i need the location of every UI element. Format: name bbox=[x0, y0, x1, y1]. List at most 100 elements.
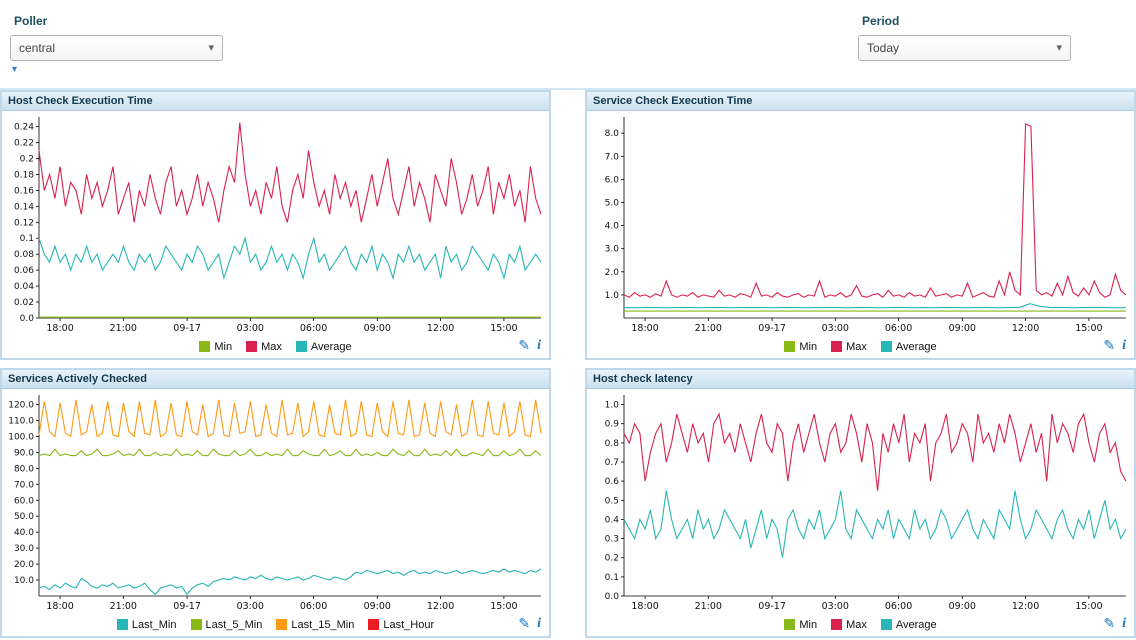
svg-text:0.22: 0.22 bbox=[14, 139, 34, 149]
legend-label: Max bbox=[846, 618, 867, 631]
svg-text:1.0: 1.0 bbox=[605, 291, 620, 301]
svg-text:60.0: 60.0 bbox=[14, 496, 34, 506]
svg-text:0.16: 0.16 bbox=[14, 186, 34, 196]
svg-text:09:00: 09:00 bbox=[949, 323, 976, 334]
collapse-arrow-icon[interactable]: ▾ bbox=[12, 64, 18, 75]
edit-graph-icon[interactable]: ✎ bbox=[1103, 337, 1116, 353]
legend-item: Max bbox=[246, 341, 282, 353]
svg-text:09-17: 09-17 bbox=[173, 601, 201, 612]
svg-text:18:00: 18:00 bbox=[46, 323, 73, 334]
svg-text:5.0: 5.0 bbox=[605, 199, 620, 209]
legend: Min Max Average bbox=[777, 619, 943, 631]
svg-text:06:00: 06:00 bbox=[885, 323, 912, 334]
svg-text:70.0: 70.0 bbox=[14, 480, 34, 490]
legend: Last_Min Last_5_Min Last_15_Min Last_Hour bbox=[110, 619, 441, 631]
legend-swatch bbox=[784, 619, 796, 630]
legend-label: Last_5_Min bbox=[205, 618, 263, 631]
svg-text:09:00: 09:00 bbox=[949, 601, 976, 612]
svg-text:0.5: 0.5 bbox=[605, 496, 619, 506]
svg-text:2.0: 2.0 bbox=[605, 268, 620, 278]
poller-label: Poller bbox=[14, 14, 48, 28]
chart-title-bar: Services Actively Checked bbox=[2, 370, 549, 389]
legend-swatch bbox=[295, 341, 307, 352]
info-icon[interactable]: i bbox=[537, 615, 541, 631]
svg-text:40.0: 40.0 bbox=[14, 528, 34, 538]
legend-item: Last_5_Min bbox=[190, 618, 263, 631]
edit-graph-icon[interactable]: ✎ bbox=[518, 337, 531, 353]
svg-text:0.0: 0.0 bbox=[605, 592, 620, 602]
line-chart: 1.0 2.0 3.0 4.0 5.0 6.0 7.0 8.0 18:00 21:00 09-17 0… bbox=[587, 111, 1134, 335]
svg-text:1.0: 1.0 bbox=[605, 401, 620, 411]
svg-text:6.0: 6.0 bbox=[605, 175, 620, 185]
svg-text:15:00: 15:00 bbox=[490, 323, 517, 334]
svg-text:12:00: 12:00 bbox=[1012, 601, 1039, 612]
legend-swatch bbox=[276, 619, 288, 630]
svg-text:0.14: 0.14 bbox=[14, 202, 34, 212]
svg-text:0.12: 0.12 bbox=[14, 218, 34, 228]
legend-label: Max bbox=[846, 340, 867, 353]
svg-text:21:00: 21:00 bbox=[110, 323, 137, 334]
chart-panel-services-actively-checked: Services Actively Checked 10.0 20.0 30.0 40… bbox=[0, 368, 551, 638]
svg-text:0.24: 0.24 bbox=[14, 123, 34, 133]
svg-text:06:00: 06:00 bbox=[885, 601, 912, 612]
svg-text:0.18: 0.18 bbox=[14, 170, 34, 180]
legend-item: Min bbox=[784, 341, 817, 353]
chart-title: Service Check Execution Time bbox=[593, 95, 753, 107]
info-icon[interactable]: i bbox=[1122, 615, 1126, 631]
edit-graph-icon[interactable]: ✎ bbox=[1103, 615, 1116, 631]
poller-select[interactable]: central ▾ bbox=[10, 35, 223, 61]
svg-text:30.0: 30.0 bbox=[14, 544, 34, 554]
legend-label: Average bbox=[895, 340, 937, 353]
legend-item: Average bbox=[880, 340, 937, 353]
period-select[interactable]: Today ▾ bbox=[858, 35, 1071, 61]
svg-text:03:00: 03:00 bbox=[237, 323, 264, 334]
line-chart: 0.0 0.1 0.2 0.3 0.4 0.5 0.6 0.7 0.8 0.9 1.0 18:00 21… bbox=[587, 389, 1134, 613]
svg-text:03:00: 03:00 bbox=[237, 601, 264, 612]
svg-text:0.2: 0.2 bbox=[20, 155, 34, 165]
svg-text:0.06: 0.06 bbox=[14, 266, 34, 276]
chart-actions: ✎ i bbox=[1103, 615, 1126, 632]
legend-swatch bbox=[831, 619, 843, 630]
svg-text:0.4: 0.4 bbox=[605, 515, 620, 525]
svg-text:09:00: 09:00 bbox=[364, 323, 391, 334]
svg-text:09:00: 09:00 bbox=[364, 601, 391, 612]
info-icon[interactable]: i bbox=[1122, 337, 1126, 353]
svg-text:09-17: 09-17 bbox=[758, 323, 786, 334]
chart-title: Host check latency bbox=[593, 373, 693, 385]
svg-text:03:00: 03:00 bbox=[822, 601, 849, 612]
legend-item: Max bbox=[831, 341, 867, 353]
svg-text:90.0: 90.0 bbox=[14, 448, 34, 458]
legend-swatch bbox=[190, 619, 202, 630]
legend: Min Max Average bbox=[192, 341, 358, 353]
legend-item: Average bbox=[880, 618, 937, 631]
svg-text:06:00: 06:00 bbox=[300, 601, 327, 612]
svg-text:21:00: 21:00 bbox=[695, 601, 722, 612]
legend-item: Min bbox=[784, 619, 817, 631]
svg-text:12:00: 12:00 bbox=[427, 601, 454, 612]
legend-swatch bbox=[784, 341, 796, 352]
legend-label: Min bbox=[799, 340, 818, 353]
legend-label: Average bbox=[895, 618, 937, 631]
legend-label: Last_Hour bbox=[383, 618, 435, 631]
filter-bar: Poller central ▾ Period Today ▾ ▾ bbox=[0, 0, 1136, 88]
svg-text:10.0: 10.0 bbox=[14, 576, 34, 586]
period-label: Period bbox=[862, 14, 900, 28]
chart-footer: Last_Min Last_5_Min Last_15_Min Last_Hour ✎… bbox=[2, 613, 549, 636]
poller-filter: Poller central ▾ bbox=[10, 12, 223, 61]
svg-text:0.2: 0.2 bbox=[605, 554, 619, 564]
edit-graph-icon[interactable]: ✎ bbox=[518, 615, 531, 631]
period-filter: Period Today ▾ bbox=[858, 12, 1071, 61]
chart-footer: Min Max Average ✎ i bbox=[2, 335, 549, 358]
chart-panel-service-check-execution-time: Service Check Execution Time 1.0 2.0 3.0 4.… bbox=[585, 90, 1136, 360]
svg-text:0.8: 0.8 bbox=[605, 439, 620, 449]
chart-footer: Min Max Average ✎ i bbox=[587, 613, 1134, 636]
legend-swatch bbox=[880, 619, 892, 630]
svg-text:4.0: 4.0 bbox=[605, 222, 620, 232]
chevron-down-icon: ▾ bbox=[1056, 41, 1062, 54]
info-icon[interactable]: i bbox=[537, 337, 541, 353]
legend-label: Average bbox=[310, 340, 352, 353]
chart-actions: ✎ i bbox=[518, 337, 541, 354]
charts-grid: Host Check Execution Time 0.0 0.02 0.04 0.0… bbox=[0, 88, 1136, 638]
svg-text:80.0: 80.0 bbox=[14, 464, 34, 474]
legend-item: Max bbox=[831, 619, 867, 631]
